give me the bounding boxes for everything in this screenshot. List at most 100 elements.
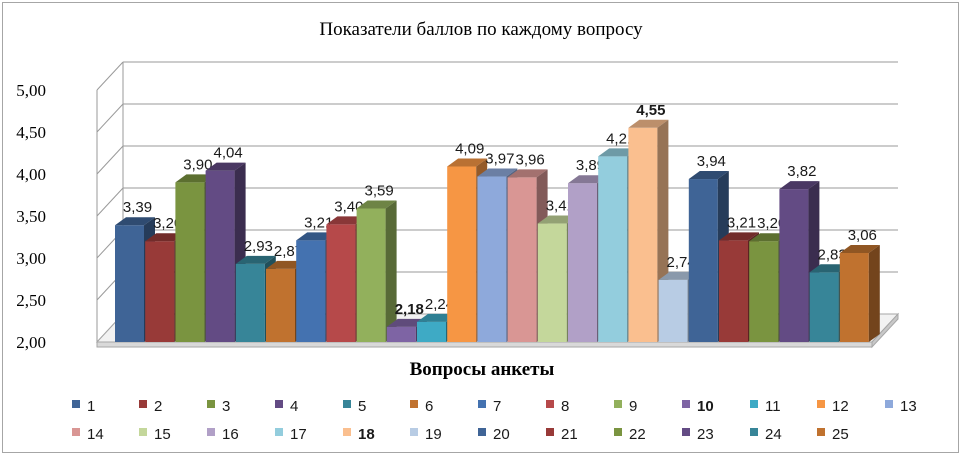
bar-16 bbox=[568, 183, 597, 342]
data-label-6: 2,87 bbox=[274, 243, 303, 260]
bar-top-1 bbox=[115, 217, 155, 226]
data-label-2: 3,20 bbox=[153, 215, 182, 232]
data-label-24: 2,83 bbox=[817, 246, 846, 263]
data-label-10: 2,18 bbox=[395, 301, 424, 318]
legend-label-20: 20 bbox=[493, 426, 510, 443]
data-label-20: 3,94 bbox=[697, 153, 726, 170]
data-label-16: 3,89 bbox=[576, 157, 605, 174]
bar-8 bbox=[326, 224, 356, 342]
bar-top-22 bbox=[749, 233, 790, 242]
y-tick-label: 2,50 bbox=[16, 291, 46, 310]
bar-top-13 bbox=[477, 168, 518, 177]
bar-9 bbox=[356, 208, 386, 342]
legend-label-10: 10 bbox=[697, 398, 714, 415]
gridline-side bbox=[96, 103, 124, 133]
bar-top-15 bbox=[537, 215, 578, 224]
bar-top-3 bbox=[175, 174, 216, 183]
bar-top-25 bbox=[839, 244, 880, 253]
legend-swatch-18 bbox=[343, 428, 351, 436]
legend-label-23: 23 bbox=[697, 426, 714, 443]
bar-14 bbox=[507, 177, 537, 342]
legend-label-8: 8 bbox=[561, 398, 569, 415]
bar-18 bbox=[628, 127, 658, 342]
y-tick-label: 5,00 bbox=[16, 81, 46, 100]
legend-swatch-12 bbox=[817, 400, 825, 408]
data-label-4: 4,04 bbox=[213, 145, 242, 162]
legend-label-11: 11 bbox=[765, 398, 781, 415]
bar-15 bbox=[537, 223, 567, 342]
legend-swatch-6 bbox=[410, 400, 418, 408]
x-axis-title: Вопросы анкеты bbox=[410, 359, 555, 380]
floor-edge-side bbox=[871, 312, 899, 349]
bar-top-19 bbox=[658, 271, 699, 280]
legend-label-16: 16 bbox=[222, 426, 239, 443]
legend-swatch-15 bbox=[139, 428, 147, 436]
legend-swatch-10 bbox=[682, 400, 690, 408]
data-label-22: 3,20 bbox=[757, 215, 786, 232]
legend-swatch-20 bbox=[478, 428, 486, 436]
bar-24 bbox=[809, 272, 839, 342]
bar-top-2 bbox=[145, 233, 186, 242]
floor-edge bbox=[96, 341, 873, 348]
legend-label-7: 7 bbox=[493, 398, 501, 415]
legend-label-22: 22 bbox=[629, 426, 646, 443]
bar-top-24 bbox=[809, 264, 850, 273]
data-label-8: 3,40 bbox=[334, 198, 363, 215]
bar-21 bbox=[719, 240, 748, 342]
legend-swatch-19 bbox=[410, 428, 418, 436]
legend-label-24: 24 bbox=[765, 426, 782, 443]
gridline-side bbox=[96, 187, 124, 217]
data-label-12: 4,09 bbox=[455, 140, 484, 157]
bar-5 bbox=[235, 263, 265, 342]
legend-swatch-22 bbox=[614, 428, 622, 436]
gridline-side bbox=[96, 145, 124, 175]
legend-swatch-21 bbox=[546, 428, 554, 436]
legend-swatch-16 bbox=[207, 428, 215, 436]
bar-12 bbox=[447, 166, 477, 342]
legend-swatch-7 bbox=[478, 400, 486, 408]
bar-23 bbox=[779, 189, 809, 342]
data-label-25: 3,06 bbox=[848, 227, 877, 244]
data-label-21: 3,21 bbox=[727, 214, 756, 231]
bar-10 bbox=[386, 326, 416, 342]
y-tick-label: 3,00 bbox=[16, 249, 46, 268]
y-tick-label: 2,00 bbox=[16, 333, 46, 352]
legend-swatch-8 bbox=[546, 400, 554, 408]
data-label-11: 2,24 bbox=[425, 296, 454, 313]
data-label-19: 2,74 bbox=[666, 254, 695, 271]
legend-label-13: 13 bbox=[900, 398, 917, 415]
gridline-side bbox=[96, 61, 124, 91]
data-label-23: 3,82 bbox=[787, 163, 816, 180]
bar-top-21 bbox=[719, 232, 759, 241]
bar-top-23 bbox=[779, 181, 820, 190]
bar-7 bbox=[296, 240, 326, 342]
legend-label-25: 25 bbox=[832, 426, 849, 443]
bar-top-14 bbox=[507, 169, 548, 178]
bar-top-9 bbox=[356, 200, 397, 209]
bar-top-8 bbox=[326, 216, 367, 225]
legend-swatch-2 bbox=[139, 400, 147, 408]
data-label-15: 3,41 bbox=[546, 198, 575, 215]
data-label-14: 3,96 bbox=[515, 151, 544, 168]
legend-swatch-3 bbox=[207, 400, 215, 408]
bar-side-25 bbox=[868, 244, 880, 342]
bar-top-12 bbox=[447, 158, 488, 167]
bar-11 bbox=[417, 321, 446, 342]
bar-20 bbox=[688, 179, 718, 342]
data-label-9: 3,59 bbox=[364, 182, 393, 199]
legend-swatch-1 bbox=[72, 400, 80, 408]
bar-top-18 bbox=[628, 119, 669, 128]
data-label-13: 3,97 bbox=[485, 151, 514, 168]
legend-label-1: 1 bbox=[87, 398, 95, 415]
legend-swatch-4 bbox=[275, 400, 283, 408]
legend-swatch-25 bbox=[817, 428, 825, 436]
legend-swatch-5 bbox=[343, 400, 351, 408]
legend-swatch-23 bbox=[682, 428, 690, 436]
legend-label-5: 5 bbox=[358, 398, 366, 415]
bar-top-16 bbox=[568, 175, 608, 184]
bar-2 bbox=[145, 241, 175, 342]
bar-top-10 bbox=[386, 318, 427, 327]
bar-top-17 bbox=[598, 148, 639, 157]
y-tick-label: 4,50 bbox=[16, 123, 46, 142]
